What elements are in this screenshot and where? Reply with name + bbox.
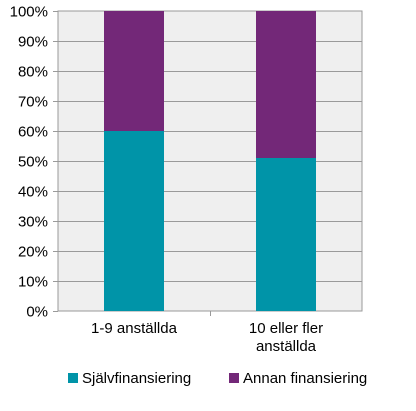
x-tick-label: anställda xyxy=(256,338,317,355)
y-tick-label: 80% xyxy=(18,64,48,81)
y-tick-label: 70% xyxy=(18,94,48,111)
x-tick-label: 10 eller fler xyxy=(249,320,323,337)
y-tick-label: 60% xyxy=(18,124,48,141)
legend: Självfinansiering Annan finansiering xyxy=(68,370,367,387)
x-tick-label: 1-9 anställda xyxy=(91,320,178,337)
legend-swatch xyxy=(229,373,239,383)
bar-segment xyxy=(256,11,316,158)
legend-label: Annan finansiering xyxy=(243,370,367,387)
bar-segment xyxy=(256,158,316,311)
y-tick-label: 10% xyxy=(18,274,48,291)
bar-segment xyxy=(104,131,164,311)
y-tick-label: 30% xyxy=(18,214,48,231)
plot-area xyxy=(57,10,363,312)
y-tick-label: 20% xyxy=(18,244,48,261)
legend-label: Självfinansiering xyxy=(82,370,191,387)
y-axis: 0% 10% 20% 30% 40% 50% 60% 70% 80% 90% 100% xyxy=(10,4,58,321)
y-tick-label: 100% xyxy=(10,4,48,21)
y-tick-label: 50% xyxy=(18,154,48,171)
y-tick-label: 90% xyxy=(18,34,48,51)
legend-swatch xyxy=(68,373,78,383)
bar-segment xyxy=(104,11,164,131)
y-tick-label: 40% xyxy=(18,184,48,201)
y-tick-label: 0% xyxy=(26,304,48,321)
